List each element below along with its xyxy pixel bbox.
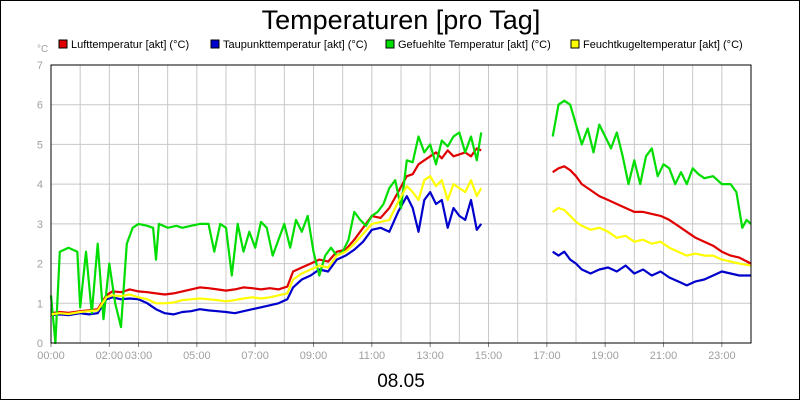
x-tick-label: 03:00 [125,350,153,362]
series-line-4 [552,206,752,267]
legend-swatch [210,39,220,49]
y-tick-label: 3 [37,219,43,231]
legend: Lufttemperatur [akt] (°C) Taupunkttempera… [58,39,743,51]
plot-area-border [50,64,752,344]
date-label: 08.05 [377,371,425,392]
legend-swatch [570,39,580,49]
y-tick-label: 7 [37,60,43,72]
x-tick-label: 23:00 [708,350,736,362]
x-tick-label: 00:00 [37,350,65,362]
legend-label: Lufttemperatur [akt] (°C) [71,39,189,51]
y-tick-label: 4 [37,179,43,191]
x-tick-label: 13:00 [416,350,444,362]
series-line-4 [50,175,483,316]
y-unit-label: °C [37,44,48,55]
y-tick-label: 0 [37,338,43,350]
series-line-1 [552,165,752,265]
x-tick-label: 09:00 [300,350,328,362]
y-tick-label: 6 [37,100,43,112]
y-tick-label: 5 [37,139,43,151]
series-line-3 [49,131,483,345]
series-lines [49,99,752,345]
x-tick-label: 15:00 [475,350,503,362]
x-tick-label: 07:00 [241,350,269,362]
y-tick-label: 1 [37,298,43,310]
x-tick-label: 02:00 [96,350,124,362]
legend-swatch [58,39,68,49]
y-tick-label: 2 [37,259,43,271]
x-axis-ticks: 00:00 02:00 03:00 05:00 07:00 09:00 11:00 13:00… [37,343,736,362]
legend-label: Gefuehlte Temperatur [akt] (°C) [398,39,551,51]
x-tick-label: 19:00 [591,350,619,362]
x-tick-label: 17:00 [533,350,561,362]
series-line-2 [552,250,751,287]
y-axis-ticks: 0 1 2 3 4 5 6 7 [37,60,43,350]
legend-label: Feuchtkugeltemperatur [akt] (°C) [583,39,743,51]
legend-label: Taupunkttemperatur [akt] (°C) [223,39,367,51]
x-tick-label: 21:00 [650,350,678,362]
x-tick-label: 11:00 [358,350,385,362]
series-line-3 [551,99,752,229]
chart-title: Temperaturen [pro Tag] [262,5,541,35]
legend-swatch [385,39,395,49]
x-tick-label: 05:00 [183,350,211,362]
series-line-2 [50,191,483,317]
series-line-1 [50,147,482,315]
grid [50,64,752,344]
